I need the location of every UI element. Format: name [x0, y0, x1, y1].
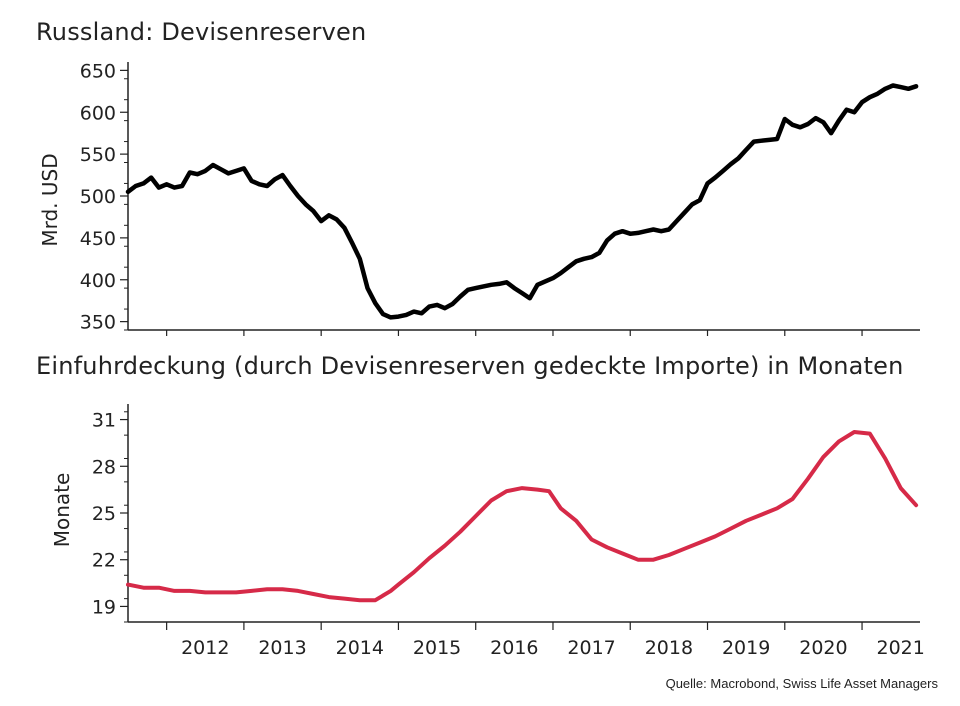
x-tick-label: 2020 [799, 637, 847, 659]
y-tick-label: 28 [92, 456, 116, 478]
y-tick-label: 550 [80, 144, 116, 166]
y-axis-label: Monate [50, 473, 74, 548]
x-tick-label: 2014 [336, 637, 384, 659]
chart-title-import-cover: Einfuhrdeckung (durch Devisenreserven ge… [36, 352, 904, 380]
y-tick-label: 31 [92, 410, 116, 432]
y-tick-label: 650 [80, 60, 116, 82]
y-tick-label: 25 [92, 503, 116, 525]
y-tick-label: 19 [92, 596, 116, 618]
x-tick-label: 2012 [181, 637, 229, 659]
y-tick-label: 22 [92, 550, 116, 572]
reserves-chart-panel: 350 400 450 500 550 600 650 Mrd. USD [38, 60, 920, 336]
series-line [125, 83, 919, 320]
x-tick-label: 2019 [722, 637, 770, 659]
x-tick-label: 2018 [645, 637, 693, 659]
import-cover-chart-panel: 19 22 25 28 31 Monate 2012 2013 2014 2015 2016 2017… [50, 404, 925, 659]
x-tick-label: 2016 [490, 637, 538, 659]
x-tick-label: 2015 [413, 637, 461, 659]
y-tick-label: 600 [80, 102, 116, 124]
x-tick-label: 2013 [258, 637, 306, 659]
y-axis-label: Mrd. USD [38, 153, 62, 246]
y-tick-label: 500 [80, 186, 116, 208]
source-note: Quelle: Macrobond, Swiss Life Asset Mana… [665, 676, 938, 691]
chart-title-reserves: Russland: Devisenreserven [36, 18, 367, 46]
y-tick-label: 350 [80, 312, 116, 334]
y-tick-label: 450 [80, 228, 116, 250]
series-line [126, 430, 919, 603]
x-tick-label: 2021 [877, 637, 925, 659]
x-tick-label: 2017 [567, 637, 615, 659]
y-tick-label: 400 [80, 270, 116, 292]
